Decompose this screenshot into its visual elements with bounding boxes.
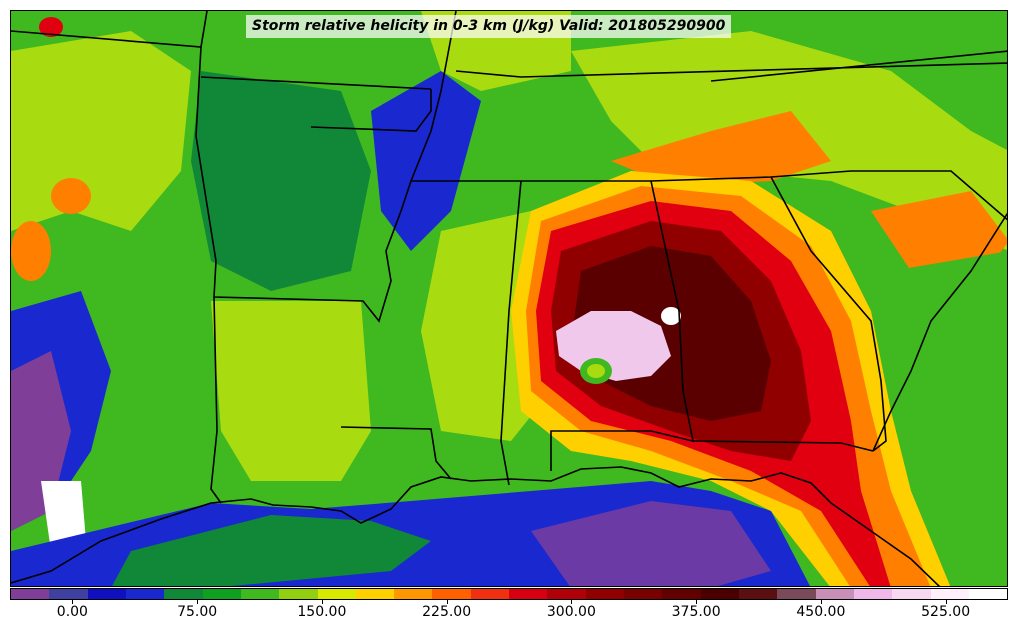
dark-green-region bbox=[191, 71, 371, 291]
colorbar-tick-label: 450.00 bbox=[796, 604, 846, 620]
colorbar-segment bbox=[279, 589, 318, 599]
border-line bbox=[710, 50, 1007, 82]
map-canvas bbox=[11, 11, 1007, 586]
border-line bbox=[770, 176, 887, 452]
orange-region bbox=[611, 111, 831, 186]
colorbar-segment bbox=[930, 589, 969, 599]
border-line bbox=[872, 212, 1007, 452]
map-title: Storm relative helicity in 0-3 km (J/kg)… bbox=[246, 15, 732, 38]
colorbar-segment bbox=[240, 589, 280, 599]
colorbar-segment bbox=[355, 589, 395, 599]
colorbar-segment bbox=[738, 589, 778, 599]
colorbar-segment bbox=[968, 589, 1008, 599]
colorbar-segment bbox=[394, 589, 433, 599]
colorbar-tick-label: 300.00 bbox=[546, 604, 596, 620]
colorbar-segment bbox=[585, 589, 624, 599]
colorbar-tick bbox=[696, 600, 698, 604]
colorbar-segment bbox=[547, 589, 586, 599]
orange-spot bbox=[51, 178, 91, 214]
colorbar-segment bbox=[815, 589, 854, 599]
orange-spot bbox=[11, 221, 51, 281]
eye-inner bbox=[587, 364, 605, 378]
colorbar-tick-label: 75.00 bbox=[177, 604, 218, 620]
border-line bbox=[692, 440, 874, 452]
colorbar-segment bbox=[892, 589, 931, 599]
gulf-green-region bbox=[112, 515, 431, 586]
colorbar-tick-label: 375.00 bbox=[671, 604, 721, 620]
colorbar-segment bbox=[164, 589, 203, 599]
colorbar-segment bbox=[777, 589, 816, 599]
colorbar-segment bbox=[87, 589, 126, 599]
border-line bbox=[500, 180, 522, 486]
colorbar bbox=[10, 588, 1008, 600]
colorbar-segment bbox=[11, 589, 50, 599]
lime-region bbox=[211, 301, 371, 481]
colorbar-segment bbox=[470, 589, 510, 599]
colorbar-segment bbox=[125, 589, 165, 599]
colorbar-tick bbox=[72, 600, 74, 604]
blue-region bbox=[371, 71, 481, 251]
colorbar-tick bbox=[197, 600, 199, 604]
gulf-purple-region bbox=[531, 501, 771, 586]
colorbar-tick-label: 150.00 bbox=[297, 604, 347, 620]
colorbar-tick-label: 0.00 bbox=[56, 604, 88, 620]
red-spot bbox=[39, 17, 63, 37]
colorbar-segment bbox=[853, 589, 893, 599]
colorbar-segment bbox=[509, 589, 548, 599]
border-line bbox=[340, 426, 452, 480]
colorbar-tick bbox=[820, 600, 822, 604]
colorbar-segment bbox=[624, 589, 663, 599]
colorbar-segment bbox=[662, 589, 701, 599]
helicity-map bbox=[10, 10, 1008, 587]
state-borders bbox=[11, 11, 1007, 586]
border-line bbox=[200, 76, 432, 90]
white-patch bbox=[41, 481, 86, 551]
colorbar-tick bbox=[571, 600, 573, 604]
white-patch bbox=[661, 307, 681, 325]
border-line bbox=[310, 89, 432, 132]
helicity-field bbox=[11, 11, 1007, 586]
colorbar-ticks: 0.00 75.00 150.00 225.00 300.00 375.00 450.00 5… bbox=[10, 600, 1008, 630]
colorbar-segment bbox=[432, 589, 471, 599]
colorbar-tick bbox=[446, 600, 448, 604]
colorbar-tick bbox=[945, 600, 947, 604]
coastline bbox=[11, 466, 941, 586]
colorbar-segment bbox=[49, 589, 88, 599]
colorbar-segment bbox=[700, 589, 739, 599]
colorbar-tick bbox=[321, 600, 323, 604]
colorbar-tick-label: 225.00 bbox=[422, 604, 472, 620]
colorbar-segment bbox=[202, 589, 241, 599]
border-line bbox=[210, 296, 222, 504]
green-region bbox=[891, 251, 1007, 586]
colorbar-segment bbox=[317, 589, 356, 599]
lime-region bbox=[11, 31, 191, 231]
colorbar-tick-label: 525.00 bbox=[921, 604, 971, 620]
border-line bbox=[195, 11, 457, 323]
border-line bbox=[411, 170, 1007, 221]
